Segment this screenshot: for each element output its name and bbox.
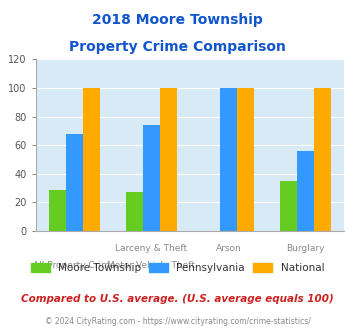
Text: Compared to U.S. average. (U.S. average equals 100): Compared to U.S. average. (U.S. average … <box>21 294 334 304</box>
Text: 2018 Moore Township: 2018 Moore Township <box>92 13 263 27</box>
Bar <box>220 88 237 231</box>
Text: © 2024 CityRating.com - https://www.cityrating.com/crime-statistics/: © 2024 CityRating.com - https://www.city… <box>45 317 310 326</box>
Legend: Moore Township, Pennsylvania, National: Moore Township, Pennsylvania, National <box>31 263 324 273</box>
Bar <box>280 181 297 231</box>
Text: Burglary: Burglary <box>286 244 325 253</box>
Text: Larceny & Theft: Larceny & Theft <box>115 244 187 253</box>
Bar <box>297 151 314 231</box>
Text: All Property Crime: All Property Crime <box>33 261 115 270</box>
Bar <box>126 192 143 231</box>
Text: Arson: Arson <box>215 244 241 253</box>
Text: Motor Vehicle Theft: Motor Vehicle Theft <box>107 261 195 270</box>
Bar <box>66 134 83 231</box>
Bar <box>49 189 66 231</box>
Bar <box>83 88 100 231</box>
Bar <box>160 88 177 231</box>
Bar <box>314 88 331 231</box>
Text: Property Crime Comparison: Property Crime Comparison <box>69 40 286 53</box>
Bar <box>237 88 254 231</box>
Bar <box>143 125 160 231</box>
